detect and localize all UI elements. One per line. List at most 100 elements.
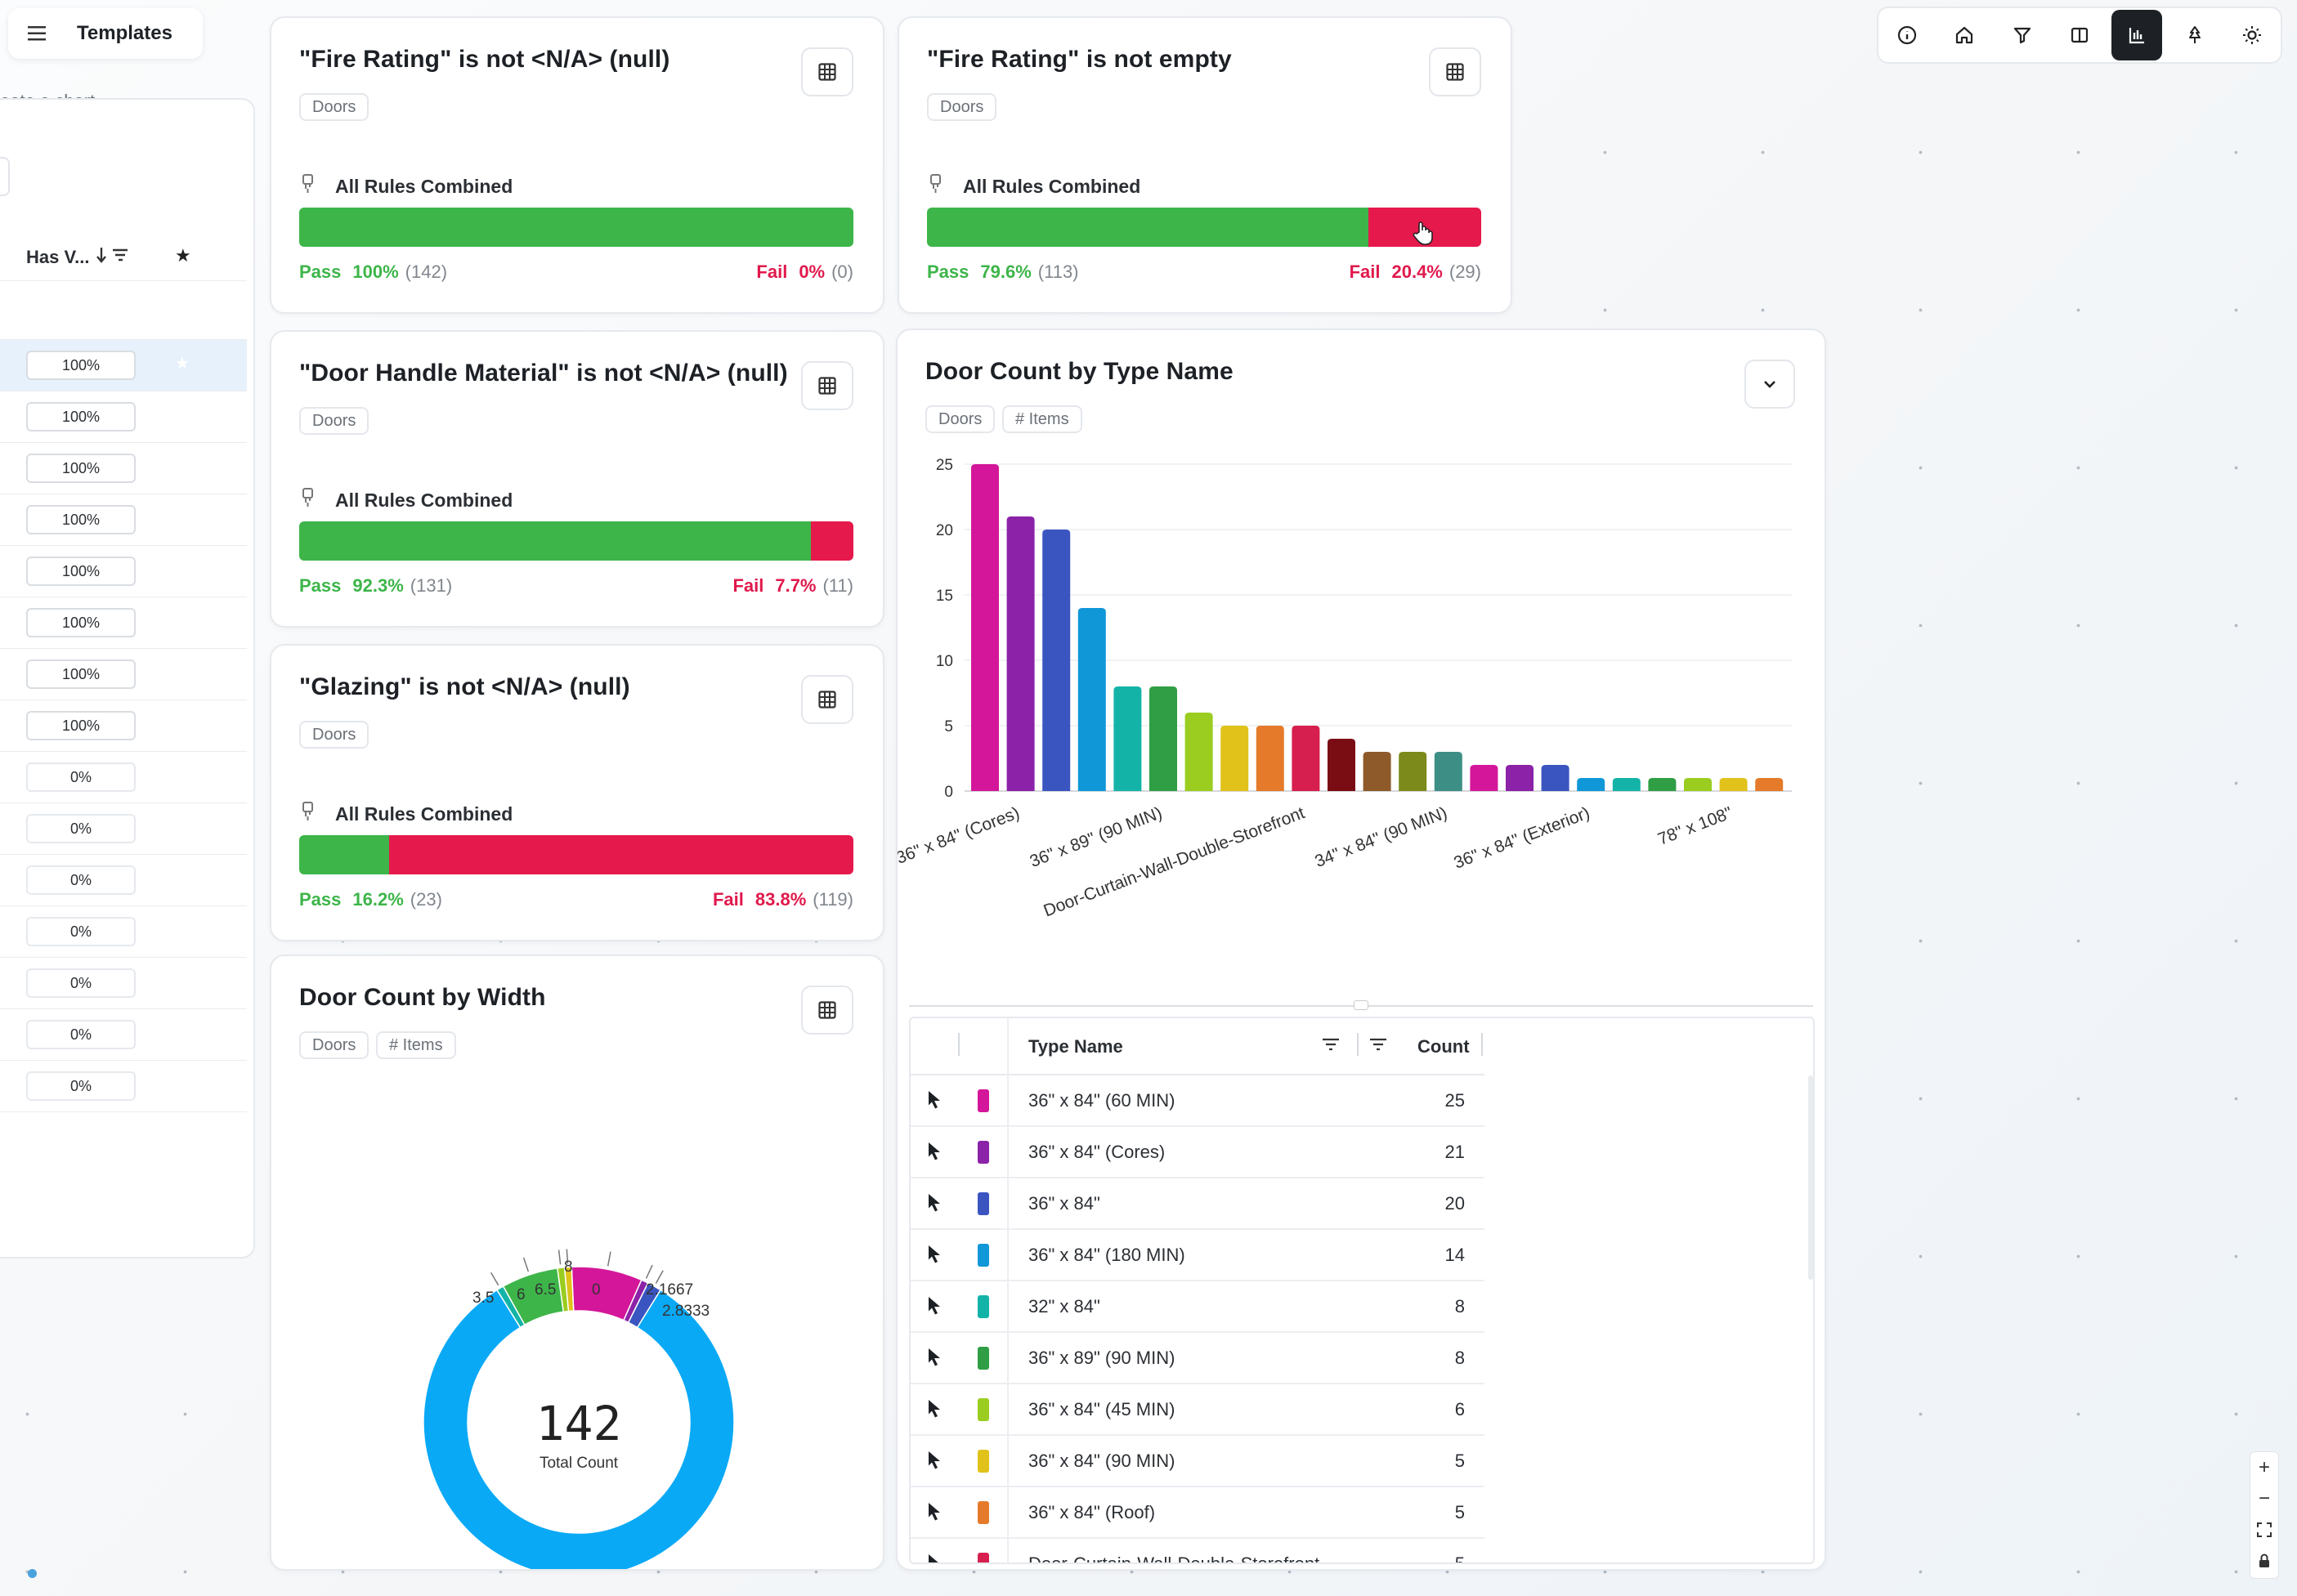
left-table-row[interactable]: 0% — [0, 958, 247, 1009]
left-table-row[interactable]: 0% — [0, 1061, 247, 1112]
bar[interactable] — [1006, 516, 1035, 791]
rule-icon — [299, 173, 319, 199]
filter-lines-icon[interactable] — [1368, 1036, 1388, 1057]
donut-slice[interactable] — [423, 1289, 735, 1569]
table-row[interactable]: 36" x 84" 20 — [911, 1178, 1484, 1230]
bar[interactable] — [1328, 739, 1355, 791]
bar[interactable] — [1363, 752, 1391, 791]
bar[interactable] — [1434, 752, 1462, 791]
bar[interactable] — [1220, 726, 1249, 791]
star-icon[interactable]: ★ — [175, 245, 191, 266]
select-cursor-icon[interactable] — [927, 1451, 942, 1474]
left-table-row[interactable]: 100% — [0, 443, 247, 494]
tree-icon[interactable] — [2169, 10, 2219, 60]
chevron-down-icon — [1764, 381, 1775, 388]
bar[interactable] — [1077, 608, 1106, 791]
zoom-in-icon[interactable]: + — [2258, 1456, 2270, 1478]
pass-fail-bar[interactable] — [927, 208, 1481, 247]
pass-fail-bar[interactable] — [299, 208, 853, 247]
bar[interactable] — [1648, 778, 1677, 791]
info-icon[interactable] — [1882, 10, 1932, 60]
table-row[interactable]: 36" x 84" (45 MIN) 6 — [911, 1384, 1484, 1436]
select-cursor-icon[interactable] — [927, 1245, 942, 1268]
fit-view-icon[interactable] — [2250, 1514, 2278, 1545]
col-type-name[interactable]: Type Name — [1028, 1036, 1123, 1057]
left-table-row[interactable]: 100% — [0, 700, 247, 752]
select-cursor-icon[interactable] — [927, 1296, 942, 1320]
table-view-button[interactable] — [801, 47, 853, 96]
y-tick-label: 0 — [944, 784, 953, 801]
left-table-row[interactable]: 0% — [0, 1009, 247, 1061]
bar[interactable] — [1113, 686, 1142, 791]
bar[interactable] — [1684, 778, 1712, 791]
bar[interactable] — [1256, 726, 1284, 791]
table-scrollbar[interactable] — [1808, 1075, 1813, 1280]
bar[interactable] — [1399, 752, 1427, 791]
col-count[interactable]: Count — [1417, 1036, 1470, 1057]
left-search-field[interactable] — [0, 157, 10, 196]
donut-slice[interactable] — [495, 1285, 526, 1329]
left-table-row[interactable]: 100% — [0, 546, 247, 597]
percent-badge: 100% — [26, 454, 136, 483]
left-table-row[interactable]: 100% ★ — [0, 340, 247, 391]
home-icon[interactable] — [1939, 10, 1990, 60]
table-view-button[interactable] — [801, 986, 853, 1035]
table-view-button[interactable] — [801, 675, 853, 724]
star-icon[interactable]: ★ — [175, 355, 190, 373]
bar[interactable] — [1506, 765, 1534, 791]
split-handle[interactable] — [909, 1000, 1813, 1010]
bar[interactable] — [1184, 713, 1213, 791]
table-row[interactable]: 36" x 84" (180 MIN) 14 — [911, 1230, 1484, 1281]
bar[interactable] — [1755, 778, 1784, 791]
select-cursor-icon[interactable] — [927, 1399, 942, 1423]
table-row[interactable]: 36" x 89" (90 MIN) 8 — [911, 1333, 1484, 1384]
bar[interactable] — [971, 464, 999, 791]
table-row[interactable]: 36" x 84" (90 MIN) 5 — [911, 1436, 1484, 1487]
left-table-row[interactable]: 100% — [0, 597, 247, 649]
table-row[interactable]: 36" x 84" (Cores) 21 — [911, 1127, 1484, 1178]
bar[interactable] — [1470, 765, 1498, 791]
table-row[interactable]: Door-Curtain-Wall-Double-Storefront 5 — [911, 1539, 1484, 1562]
select-cursor-icon[interactable] — [927, 1193, 942, 1217]
table-view-button[interactable] — [801, 361, 853, 410]
bar[interactable] — [1292, 726, 1320, 791]
lock-icon[interactable] — [2250, 1545, 2278, 1576]
bar[interactable] — [1541, 765, 1569, 791]
select-cursor-icon[interactable] — [927, 1142, 942, 1165]
collapse-button[interactable] — [1744, 360, 1795, 409]
left-table-row[interactable]: 100% — [0, 649, 247, 700]
bar[interactable] — [1612, 778, 1641, 791]
bar[interactable] — [1149, 686, 1177, 791]
left-table-row[interactable]: 0% — [0, 803, 247, 855]
left-table-row[interactable]: 100% — [0, 391, 247, 443]
menu-icon[interactable] — [8, 26, 65, 41]
table-row[interactable]: 36" x 84" (Roof) 5 — [911, 1487, 1484, 1539]
percent-badge: 0% — [26, 865, 136, 895]
bar-chart-icon[interactable] — [2111, 10, 2163, 60]
sort-desc-icon[interactable] — [96, 245, 136, 269]
left-table-row[interactable]: 0% — [0, 906, 247, 958]
filter-icon[interactable] — [1997, 10, 2048, 60]
sun-icon[interactable] — [2227, 10, 2277, 60]
table-row[interactable]: 36" x 84" (60 MIN) 25 — [911, 1075, 1484, 1127]
pass-fail-bar[interactable] — [299, 521, 853, 561]
filter-lines-icon[interactable] — [1321, 1036, 1341, 1057]
pass-percent: 92.3% — [352, 575, 404, 596]
columns-icon[interactable] — [2054, 10, 2105, 60]
rule-label: All Rules Combined — [335, 175, 513, 197]
left-table-row[interactable]: 100% — [0, 494, 247, 546]
select-cursor-icon[interactable] — [927, 1348, 942, 1371]
table-row[interactable]: 32" x 84" 8 — [911, 1281, 1484, 1333]
left-table-row[interactable]: 0% — [0, 855, 247, 906]
bar[interactable] — [1719, 778, 1748, 791]
col-has-value[interactable]: Has V... — [26, 247, 90, 267]
select-cursor-icon[interactable] — [927, 1090, 942, 1114]
bar[interactable] — [1577, 778, 1605, 791]
table-view-button[interactable] — [1429, 47, 1481, 96]
bar[interactable] — [1042, 530, 1071, 791]
left-table-row[interactable]: 0% — [0, 752, 247, 803]
pass-fail-bar[interactable] — [299, 835, 853, 874]
select-cursor-icon[interactable] — [927, 1502, 942, 1526]
zoom-out-icon[interactable]: − — [2258, 1487, 2270, 1509]
select-cursor-icon[interactable] — [927, 1554, 942, 1562]
